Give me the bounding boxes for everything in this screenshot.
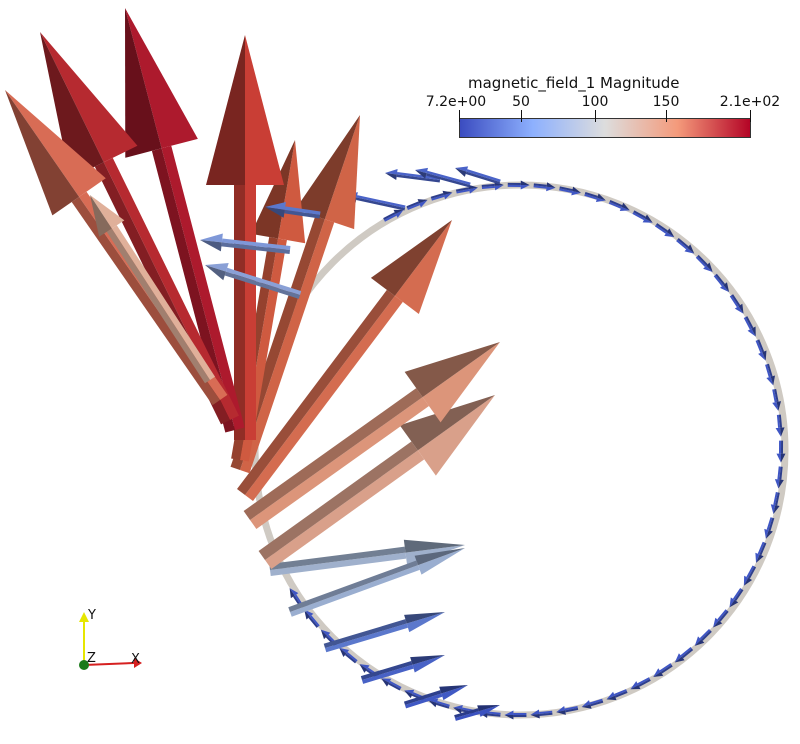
small-arrow (743, 316, 756, 337)
small-arrow (339, 647, 358, 664)
field-arrow (237, 220, 452, 502)
axes-z-label: Z (87, 651, 96, 666)
small-arrow (385, 169, 441, 183)
field-arrow (403, 685, 468, 709)
small-arrow (430, 190, 453, 201)
small-arrow (694, 629, 712, 646)
legend-tick-100: 100 (581, 94, 609, 110)
large-arrows-group (5, 8, 500, 721)
x-axis-line (83, 662, 135, 666)
small-arrow (304, 609, 320, 628)
small-arrow (581, 698, 604, 709)
small-arrow (455, 166, 501, 185)
legend-tick-50: 50 (512, 94, 530, 110)
small-arrow (776, 440, 786, 463)
small-arrow (383, 209, 404, 222)
legend-min-label: 7.2e+00 (425, 94, 487, 110)
small-arrow (676, 238, 695, 254)
small-arrow (630, 677, 651, 690)
small-arrow (695, 254, 713, 273)
legend-tick-mark-100 (595, 110, 596, 122)
field-arrow (206, 35, 284, 440)
field-arrow (125, 8, 245, 433)
field-arrow (288, 548, 465, 617)
small-arrow (743, 565, 757, 586)
small-arrow (530, 709, 553, 719)
field-arrow (258, 395, 495, 569)
small-arrow (455, 184, 478, 194)
z-axis-dot (79, 660, 89, 670)
field-arrow (243, 342, 500, 529)
small-arrow (755, 339, 767, 361)
axes-x-label: X (131, 652, 140, 667)
small-arrow (504, 710, 527, 720)
x-axis-arrowhead (134, 658, 142, 668)
small-arrow (415, 167, 471, 188)
orientation-axes-widget (79, 612, 142, 670)
field-arrow (200, 233, 291, 254)
field-arrow (454, 705, 500, 721)
field-arrow (90, 195, 216, 384)
color-legend-bar (459, 118, 751, 138)
small-arrow (755, 541, 767, 563)
legend-tick-150: 150 (652, 94, 680, 110)
small-arrow (533, 182, 556, 192)
small-arrow (764, 517, 775, 539)
y-axis-arrowhead (79, 612, 89, 622)
small-arrow (774, 466, 784, 489)
small-arrow (770, 492, 780, 514)
small-arrow (729, 294, 744, 314)
small-arrow (775, 414, 785, 437)
small-arrow (381, 678, 402, 691)
small-arrow (765, 363, 776, 386)
legend-tick-mark-50 (521, 110, 522, 122)
small-arrow (428, 698, 450, 709)
legend-title: magnetic_field_1 Magnitude (468, 74, 680, 92)
small-arrow (713, 273, 730, 293)
small-arrow (674, 647, 694, 663)
legend-tick-mark-max (750, 110, 751, 122)
small-arrow (772, 388, 782, 411)
legend-tick-mark-150 (666, 110, 667, 122)
field-arrow (265, 201, 321, 219)
legend-tick-mark-min (459, 110, 460, 122)
field-arrow (323, 612, 445, 653)
small-arrow (632, 210, 653, 223)
small-arrow (729, 588, 744, 608)
small-arrow (653, 663, 673, 677)
field-arrow (360, 655, 445, 684)
small-arrow (406, 199, 428, 210)
small-arrow (584, 191, 606, 203)
small-arrow (606, 689, 628, 701)
small-arrows-group (289, 166, 786, 720)
small-arrow (654, 223, 675, 238)
axes-y-label: Y (88, 608, 96, 623)
field-arrow (205, 263, 302, 299)
small-arrow (559, 186, 582, 196)
legend-max-label: 2.1e+02 (719, 94, 781, 110)
small-arrow (608, 199, 630, 212)
small-arrow (556, 705, 579, 715)
small-arrow (507, 180, 530, 190)
small-arrow (713, 609, 729, 628)
